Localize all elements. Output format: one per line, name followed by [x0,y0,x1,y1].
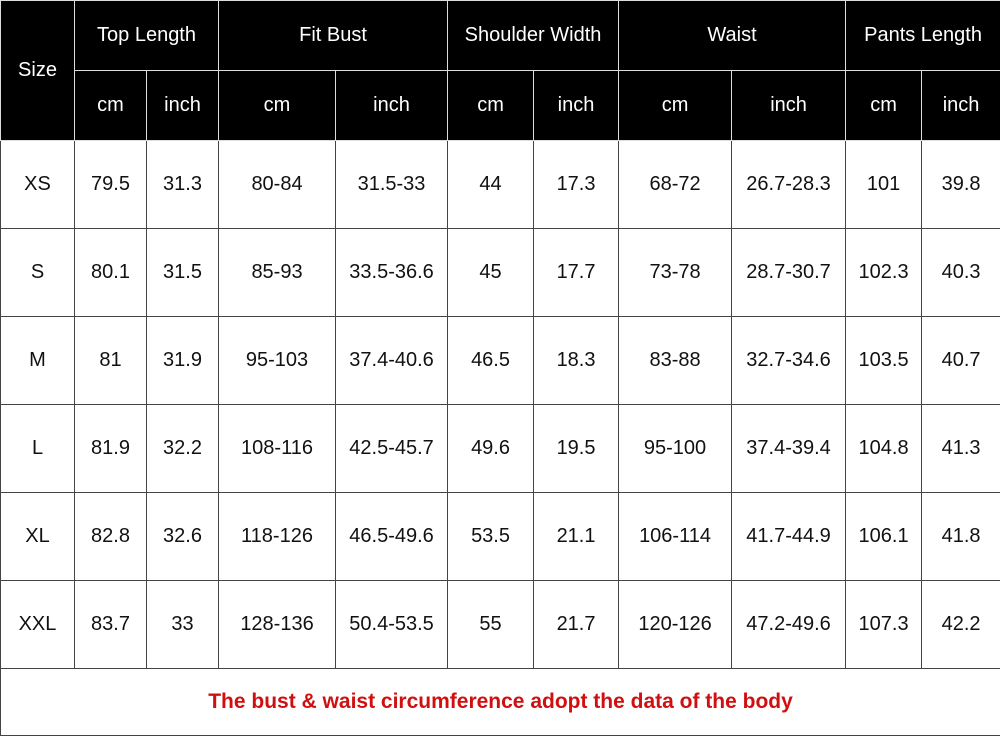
table-cell: 95-103 [219,317,336,405]
table-cell: 17.3 [534,141,619,229]
table-cell: 32.7-34.6 [732,317,846,405]
unit-header: inch [922,71,1000,141]
table-cell: 82.8 [75,493,147,581]
unit-header: cm [846,71,922,141]
unit-header: inch [732,71,846,141]
table-cell: 41.8 [922,493,1000,581]
table-cell: 83-88 [619,317,732,405]
table-cell: 21.7 [534,581,619,669]
table-cell: 73-78 [619,229,732,317]
table-cell: 80.1 [75,229,147,317]
table-cell: 40.3 [922,229,1000,317]
table-cell: 32.6 [147,493,219,581]
table-cell: 83.7 [75,581,147,669]
table-cell: 17.7 [534,229,619,317]
table-cell: 108-116 [219,405,336,493]
table-cell: 41.3 [922,405,1000,493]
table-cell: 42.2 [922,581,1000,669]
table-cell: 80-84 [219,141,336,229]
group-header: Fit Bust [219,1,448,71]
table-cell: 37.4-39.4 [732,405,846,493]
table-cell: 104.8 [846,405,922,493]
table-cell: 45 [448,229,534,317]
group-header: Top Length [75,1,219,71]
table-cell: 107.3 [846,581,922,669]
table-cell: 19.5 [534,405,619,493]
size-header: Size [1,1,75,141]
size-label: L [1,405,75,493]
group-header: Shoulder Width [448,1,619,71]
table-cell: 68-72 [619,141,732,229]
table-cell: 40.7 [922,317,1000,405]
group-header: Waist [619,1,846,71]
unit-header: cm [619,71,732,141]
table-cell: 85-93 [219,229,336,317]
unit-header: inch [534,71,619,141]
table-cell: 31.3 [147,141,219,229]
table-cell: 41.7-44.9 [732,493,846,581]
size-label: M [1,317,75,405]
table-cell: 103.5 [846,317,922,405]
footnote: The bust & waist circumference adopt the… [1,669,1000,736]
table-cell: 106-114 [619,493,732,581]
table-cell: 50.4-53.5 [336,581,448,669]
table-cell: 37.4-40.6 [336,317,448,405]
table-cell: 81.9 [75,405,147,493]
table-cell: 39.8 [922,141,1000,229]
size-label: S [1,229,75,317]
table-cell: 33 [147,581,219,669]
table-cell: 95-100 [619,405,732,493]
unit-header: cm [448,71,534,141]
table-cell: 42.5-45.7 [336,405,448,493]
table-cell: 53.5 [448,493,534,581]
size-label: XXL [1,581,75,669]
table-cell: 101 [846,141,922,229]
table-cell: 102.3 [846,229,922,317]
table-cell: 79.5 [75,141,147,229]
table-cell: 49.6 [448,405,534,493]
table-cell: 81 [75,317,147,405]
table-cell: 120-126 [619,581,732,669]
table-cell: 46.5-49.6 [336,493,448,581]
table-cell: 31.5-33 [336,141,448,229]
table-cell: 106.1 [846,493,922,581]
table-cell: 44 [448,141,534,229]
unit-header: cm [219,71,336,141]
table-cell: 28.7-30.7 [732,229,846,317]
table-cell: 32.2 [147,405,219,493]
unit-header: inch [336,71,448,141]
table-cell: 31.9 [147,317,219,405]
table-cell: 31.5 [147,229,219,317]
unit-header: inch [147,71,219,141]
table-cell: 21.1 [534,493,619,581]
table-cell: 26.7-28.3 [732,141,846,229]
size-label: XS [1,141,75,229]
unit-header: cm [75,71,147,141]
table-cell: 118-126 [219,493,336,581]
group-header: Pants Length [846,1,1000,71]
table-cell: 33.5-36.6 [336,229,448,317]
size-label: XL [1,493,75,581]
table-cell: 128-136 [219,581,336,669]
table-cell: 55 [448,581,534,669]
table-cell: 18.3 [534,317,619,405]
table-cell: 47.2-49.6 [732,581,846,669]
table-cell: 46.5 [448,317,534,405]
